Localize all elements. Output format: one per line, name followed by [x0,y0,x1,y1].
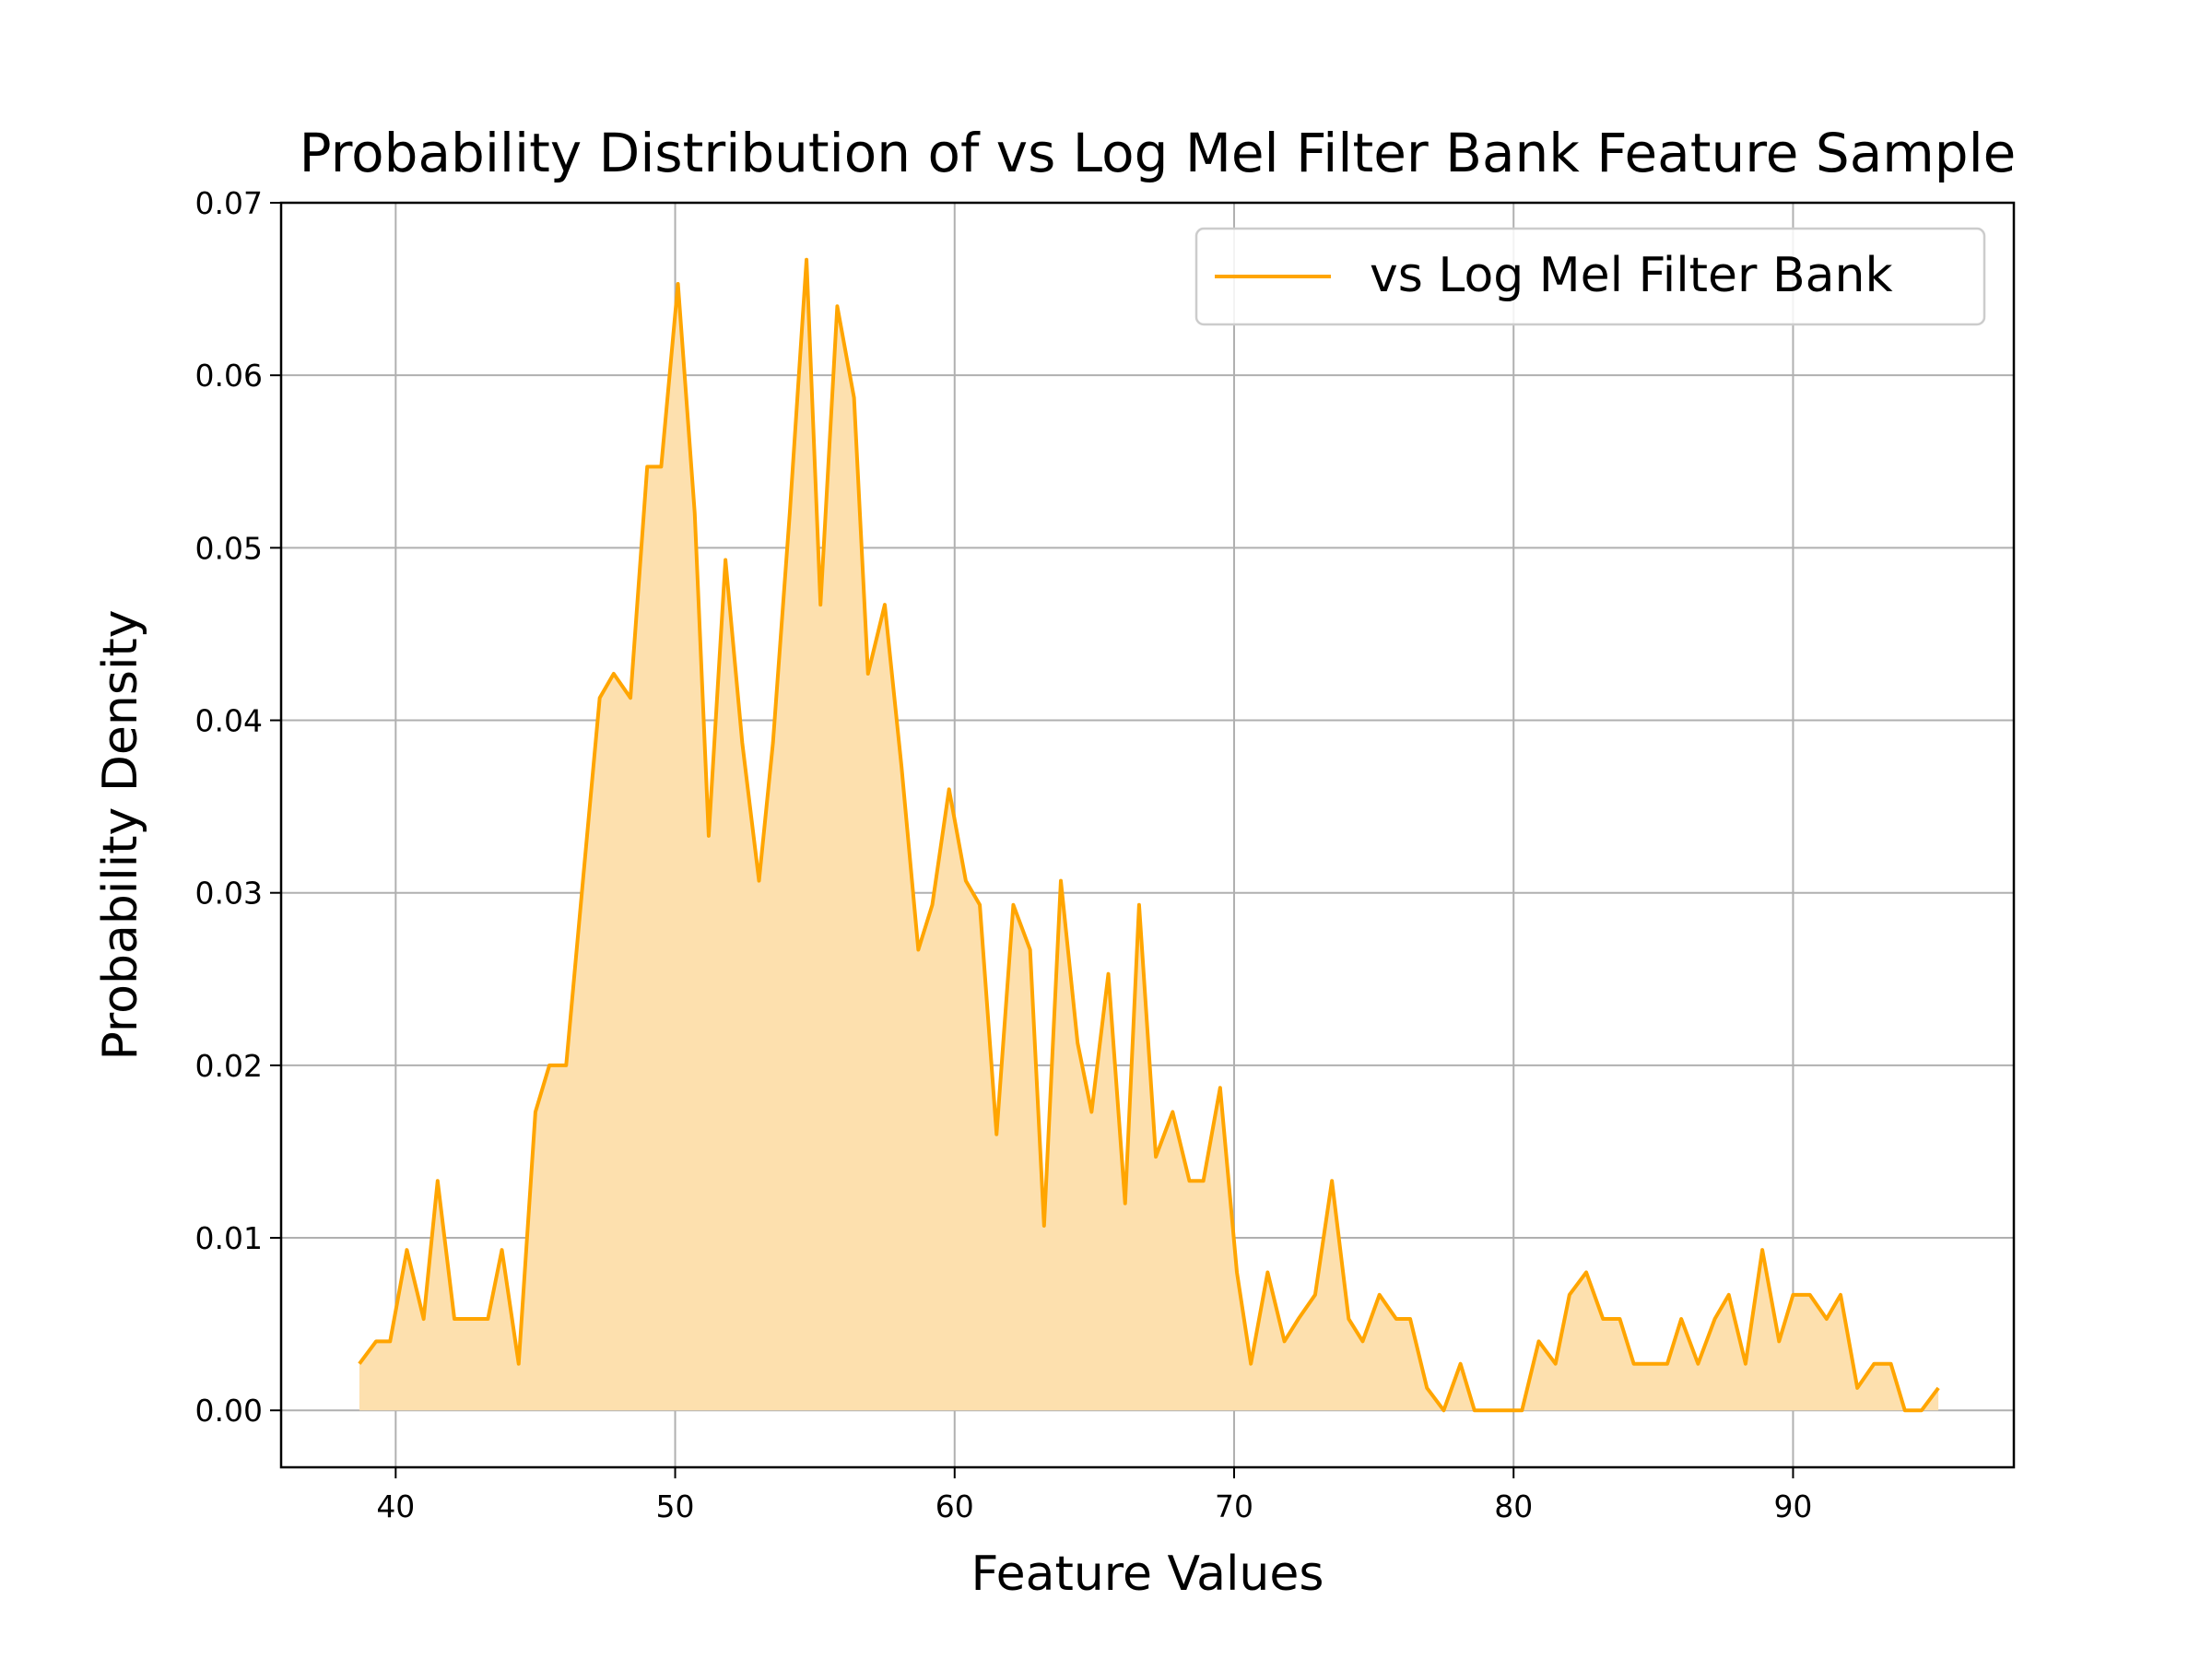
series-line [358,257,1940,1413]
x-tick-label: 40 [376,1488,415,1524]
legend-label: vs Log Mel Filter Bank [1370,248,1893,303]
y-tick-label: 0.02 [195,1048,263,1084]
x-tick-label: 50 [656,1488,695,1524]
series-area-fill [359,259,1939,1411]
legend: vs Log Mel Filter Bank [1194,227,1986,326]
y-tick-label: 0.06 [195,358,263,394]
x-tick-label: 80 [1494,1488,1533,1524]
x-axis-label: Feature Values [971,1547,1324,1602]
data-area-layer [358,257,1940,1413]
y-axis-label: Probability Density [93,609,148,1060]
x-tick-label: 90 [1773,1488,1812,1524]
y-tick-label: 0.04 [195,703,263,739]
y-tick-label: 0.00 [195,1393,263,1429]
y-tick-label: 0.07 [195,185,263,221]
plot-frame [279,201,2016,1469]
y-ticks: 0.00 0.01 0.02 0.03 0.04 0.05 0.06 0.07 [195,185,281,1429]
x-ticks: 40 50 60 70 80 90 [376,1467,1812,1524]
y-tick-label: 0.05 [195,530,263,566]
chart-title: Probability Distribution of vs Log Mel F… [300,122,2017,184]
x-tick-label: 60 [935,1488,974,1524]
x-tick-label: 70 [1215,1488,1253,1524]
y-tick-label: 0.01 [195,1220,263,1256]
legend-box [1194,227,1986,326]
y-tick-label: 0.03 [195,876,263,912]
